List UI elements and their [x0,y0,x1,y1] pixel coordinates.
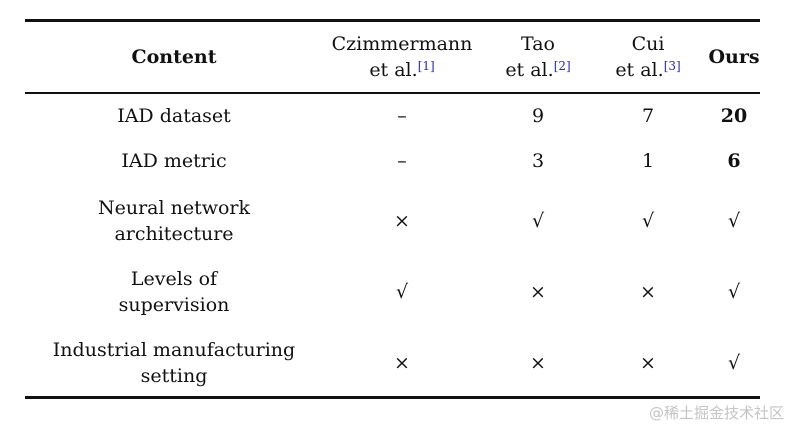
row-label-line: setting [140,365,208,387]
table-cell: √ [641,210,655,232]
table-cell: √ [727,210,741,232]
table-cell: 7 [641,105,655,127]
row-label-line: Industrial manufacturing [52,339,296,361]
table-cell: × [640,281,656,303]
row-label-line: supervision [118,294,230,316]
row-label: Industrial manufacturing setting [53,337,295,389]
row-label: IAD metric [121,148,226,174]
header-czimmermann: Czimmermann et al.[1] [332,31,473,83]
table-cell: 9 [531,105,545,127]
watermark: @稀土掘金技术社区 [648,404,784,422]
table-cell: √ [727,352,741,374]
citation-link[interactable]: [3] [663,59,681,73]
header-line2: et al.[3] [615,59,681,81]
citation-link[interactable]: [2] [553,59,571,73]
citation-link[interactable]: [1] [417,59,435,73]
table-cell: × [640,352,656,374]
header-line2: et al.[2] [505,59,571,81]
row-label-line: Levels of [130,268,218,290]
table-cell: – [397,105,407,127]
row-label: Neural network architecture [98,195,250,247]
header-line1: Cui [631,33,665,55]
header-tao: Tao et al.[2] [505,31,570,83]
table-cell: √ [531,210,545,232]
row-label: IAD dataset [117,103,231,129]
header-line1: Tao [521,33,555,55]
header-line2: et al.[1] [369,59,435,81]
table-cell: √ [395,281,409,303]
row-label-line: IAD dataset [117,105,231,127]
table-cell: × [394,210,410,232]
row-label-line: Neural network [97,197,251,219]
row-label-line: architecture [114,223,234,245]
header-ours: Ours [708,46,760,68]
table-cell: – [397,150,407,172]
table-cell: × [530,281,546,303]
table-cell: × [530,352,546,374]
table-cell: 1 [641,150,655,172]
top-rule [25,19,760,22]
header-content: Content [131,46,217,68]
bottom-rule [25,396,760,399]
table-cell: 20 [720,105,748,127]
header-rule [25,92,760,94]
row-label-line: IAD metric [121,150,227,172]
table-cell: 6 [727,150,741,172]
table-cell: × [394,352,410,374]
table-cell: √ [727,281,741,303]
header-line1: Czimmermann [331,33,473,55]
header-cui: Cui et al.[3] [615,31,680,83]
table-cell: 3 [531,150,545,172]
row-label: Levels of supervision [119,266,230,318]
